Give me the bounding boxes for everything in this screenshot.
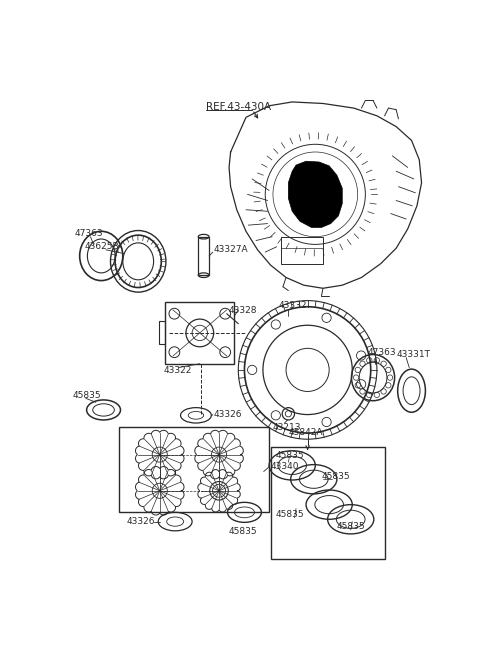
- Bar: [165, 302, 234, 364]
- Text: 43326: 43326: [127, 517, 155, 526]
- Text: 43340: 43340: [271, 463, 299, 471]
- Text: 43322: 43322: [164, 366, 192, 375]
- Text: 43331T: 43331T: [397, 350, 431, 359]
- Text: 45835: 45835: [275, 510, 304, 519]
- Bar: [198, 237, 209, 275]
- Text: 43327A: 43327A: [214, 245, 248, 254]
- Bar: [271, 447, 384, 558]
- Text: 47363: 47363: [75, 229, 104, 238]
- Polygon shape: [288, 161, 342, 227]
- Text: 45835: 45835: [275, 451, 304, 460]
- Text: 45835: 45835: [322, 472, 350, 480]
- Text: 45835: 45835: [229, 527, 258, 536]
- Bar: [281, 237, 323, 263]
- Text: 43213: 43213: [273, 423, 301, 432]
- Text: 43332: 43332: [278, 302, 307, 310]
- Text: 47363: 47363: [368, 348, 396, 357]
- Text: 43625B: 43625B: [84, 242, 119, 251]
- Text: 45835: 45835: [337, 522, 365, 532]
- Bar: [159, 321, 165, 344]
- Text: 45835: 45835: [73, 391, 101, 399]
- Text: 43326: 43326: [214, 410, 242, 419]
- Text: 43328: 43328: [229, 306, 258, 315]
- Text: REF.43-430A: REF.43-430A: [206, 102, 271, 112]
- Text: 45842A: 45842A: [288, 428, 323, 438]
- Bar: [119, 427, 269, 512]
